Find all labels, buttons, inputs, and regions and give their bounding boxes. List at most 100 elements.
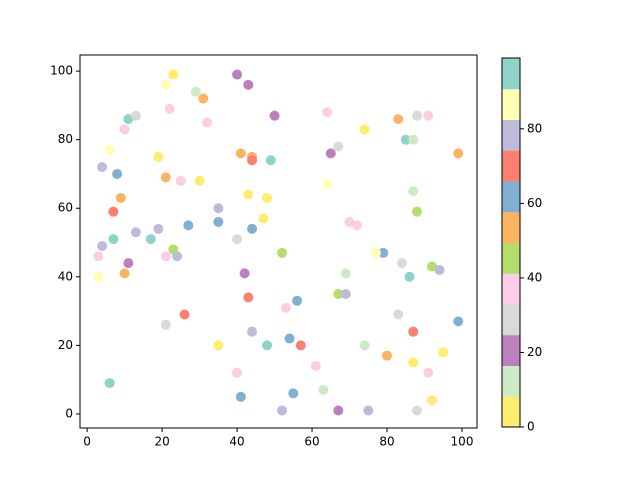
point [397, 258, 408, 269]
x-tick-label: 20 [154, 435, 169, 449]
point [412, 110, 423, 121]
point [202, 117, 213, 128]
x-tick-label: 100 [451, 435, 474, 449]
point [235, 148, 246, 159]
point [172, 251, 183, 262]
colorbar-segment [502, 88, 520, 120]
y-tick-label: 40 [58, 269, 73, 283]
colorbar-segment [502, 334, 520, 366]
colorbar-tick-label: 40 [527, 270, 542, 284]
colorbar-segment [502, 242, 520, 274]
point [344, 216, 355, 227]
point [213, 216, 224, 227]
colorbar-segment [502, 304, 520, 336]
colorbar-segment [502, 273, 520, 305]
point [325, 148, 336, 159]
point [359, 124, 370, 135]
point [190, 86, 201, 97]
point [269, 110, 280, 121]
colorbar-frame [501, 57, 521, 428]
point [104, 144, 115, 155]
point [434, 264, 445, 275]
point [382, 350, 393, 361]
colorbar-segment [502, 150, 520, 182]
point [427, 395, 438, 406]
point [247, 155, 258, 166]
point [262, 192, 273, 203]
point [408, 186, 419, 197]
point [153, 151, 164, 162]
point [262, 340, 273, 351]
point [130, 110, 141, 121]
point [292, 295, 303, 306]
x-tick-label: 60 [304, 435, 319, 449]
colorbar-segment [502, 58, 520, 90]
point [183, 220, 194, 231]
colorbar-tick-label: 0 [527, 420, 535, 434]
point [404, 271, 415, 282]
point [119, 268, 130, 279]
point [400, 134, 411, 145]
point [284, 333, 295, 344]
point [277, 247, 288, 258]
colorbar-segment [502, 396, 520, 428]
point [232, 367, 243, 378]
colorbar-tick-label: 20 [527, 345, 542, 359]
point [104, 378, 115, 389]
point [412, 405, 423, 416]
point [160, 251, 171, 262]
point [160, 172, 171, 183]
point [288, 388, 299, 399]
point [97, 240, 108, 251]
point [123, 114, 134, 125]
y-tick-label: 80 [58, 132, 73, 146]
point [243, 292, 254, 303]
point [359, 340, 370, 351]
point [247, 326, 258, 337]
point [160, 319, 171, 330]
point [370, 247, 381, 258]
point [340, 268, 351, 279]
point [213, 340, 224, 351]
point [115, 192, 126, 203]
axes-frame [79, 54, 478, 429]
point [453, 316, 464, 327]
point [179, 309, 190, 320]
point [160, 79, 171, 90]
point [438, 347, 449, 358]
y-tick-label: 100 [50, 64, 73, 78]
point [93, 251, 104, 262]
point [194, 175, 205, 186]
colorbar-tick-label: 80 [527, 121, 542, 135]
point [265, 155, 276, 166]
point [247, 223, 258, 234]
point [340, 288, 351, 299]
colorbar-tick-label: 60 [527, 196, 542, 210]
point [280, 302, 291, 313]
point [277, 405, 288, 416]
point [175, 175, 186, 186]
x-tick-label: 80 [379, 435, 394, 449]
x-tick-label: 40 [229, 435, 244, 449]
colorbar-segment [502, 119, 520, 151]
point [258, 213, 269, 224]
point [408, 357, 419, 368]
point [130, 227, 141, 238]
point [112, 168, 123, 179]
y-tick-label: 0 [65, 406, 73, 420]
point [93, 271, 104, 282]
point [232, 234, 243, 245]
point [393, 309, 404, 320]
point [119, 124, 130, 135]
point [318, 384, 329, 395]
point [427, 261, 438, 272]
point [423, 367, 434, 378]
point [243, 189, 254, 200]
point [213, 203, 224, 214]
point [123, 258, 134, 269]
point [412, 206, 423, 217]
point [378, 247, 389, 258]
point [322, 179, 333, 190]
point [423, 110, 434, 121]
